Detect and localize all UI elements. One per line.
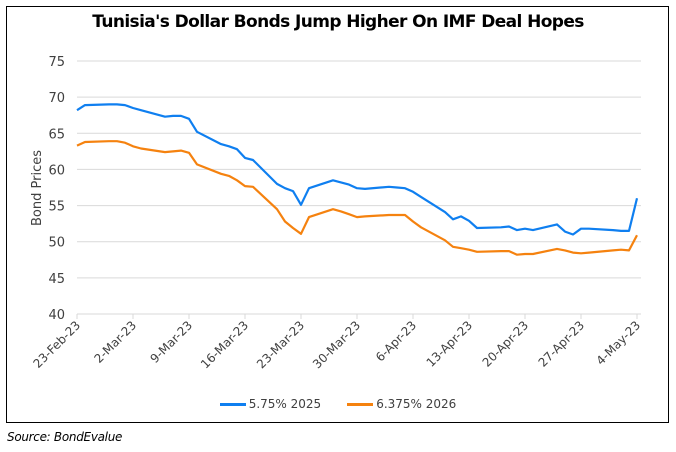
gridlines: [77, 60, 641, 315]
x-tick-label: 4-May-23: [594, 318, 644, 368]
series-lines: [76, 103, 639, 256]
legend-label-series-2: 6.375% 2026: [376, 397, 457, 411]
y-tick-label: 50: [48, 236, 65, 251]
y-tick-label: 40: [48, 308, 65, 323]
series-line-2: [76, 140, 638, 256]
y-tick-label: 65: [48, 127, 65, 142]
chart-title: Tunisia's Dollar Bonds Jump Higher On IM…: [92, 12, 584, 32]
series-line-1: [76, 103, 639, 236]
y-tick-label: 70: [48, 91, 65, 106]
x-tick-label: 9-Mar-23: [147, 318, 195, 366]
x-tick-label: 16-Mar-23: [198, 318, 251, 371]
legend-item-series-1: 5.75% 2025: [219, 397, 322, 411]
legend-item-series-2: 6.375% 2026: [347, 397, 456, 411]
x-tick-label: 23-Feb-23: [30, 318, 83, 371]
chart-frame: [6, 6, 669, 423]
x-tick-label: 20-Apr-23: [480, 318, 532, 370]
x-tick-label: 13-Apr-23: [424, 318, 476, 370]
legend-swatch-series-2: [347, 402, 374, 406]
x-tick-label: 23-Mar-23: [254, 318, 307, 371]
y-tick-label: 45: [48, 272, 65, 287]
y-axis-ticks: 40 45 50 55 60 65 70 75: [48, 55, 65, 323]
x-tick-label: 2-Mar-23: [91, 318, 139, 366]
x-tick-label: 6-Apr-23: [373, 318, 419, 364]
x-tick-label: 27-Apr-23: [536, 318, 588, 370]
y-tick-label: 55: [48, 200, 65, 215]
legend-swatch-series-1: [219, 402, 246, 406]
legend-label-series-1: 5.75% 2025: [248, 397, 322, 411]
y-tick-label: 60: [48, 163, 65, 178]
y-tick-label: 75: [48, 55, 65, 70]
x-axis: 23-Feb-23 2-Mar-23 9-Mar-23 16-Mar-23 23-Mar…: [30, 314, 643, 371]
x-tick-label: 30-Mar-23: [310, 318, 363, 371]
legend: 5.75% 2025 6.375% 2026: [0, 397, 676, 411]
y-axis-label: Bond Prices: [30, 150, 45, 226]
source-note: Source: BondEvalue: [7, 430, 123, 444]
